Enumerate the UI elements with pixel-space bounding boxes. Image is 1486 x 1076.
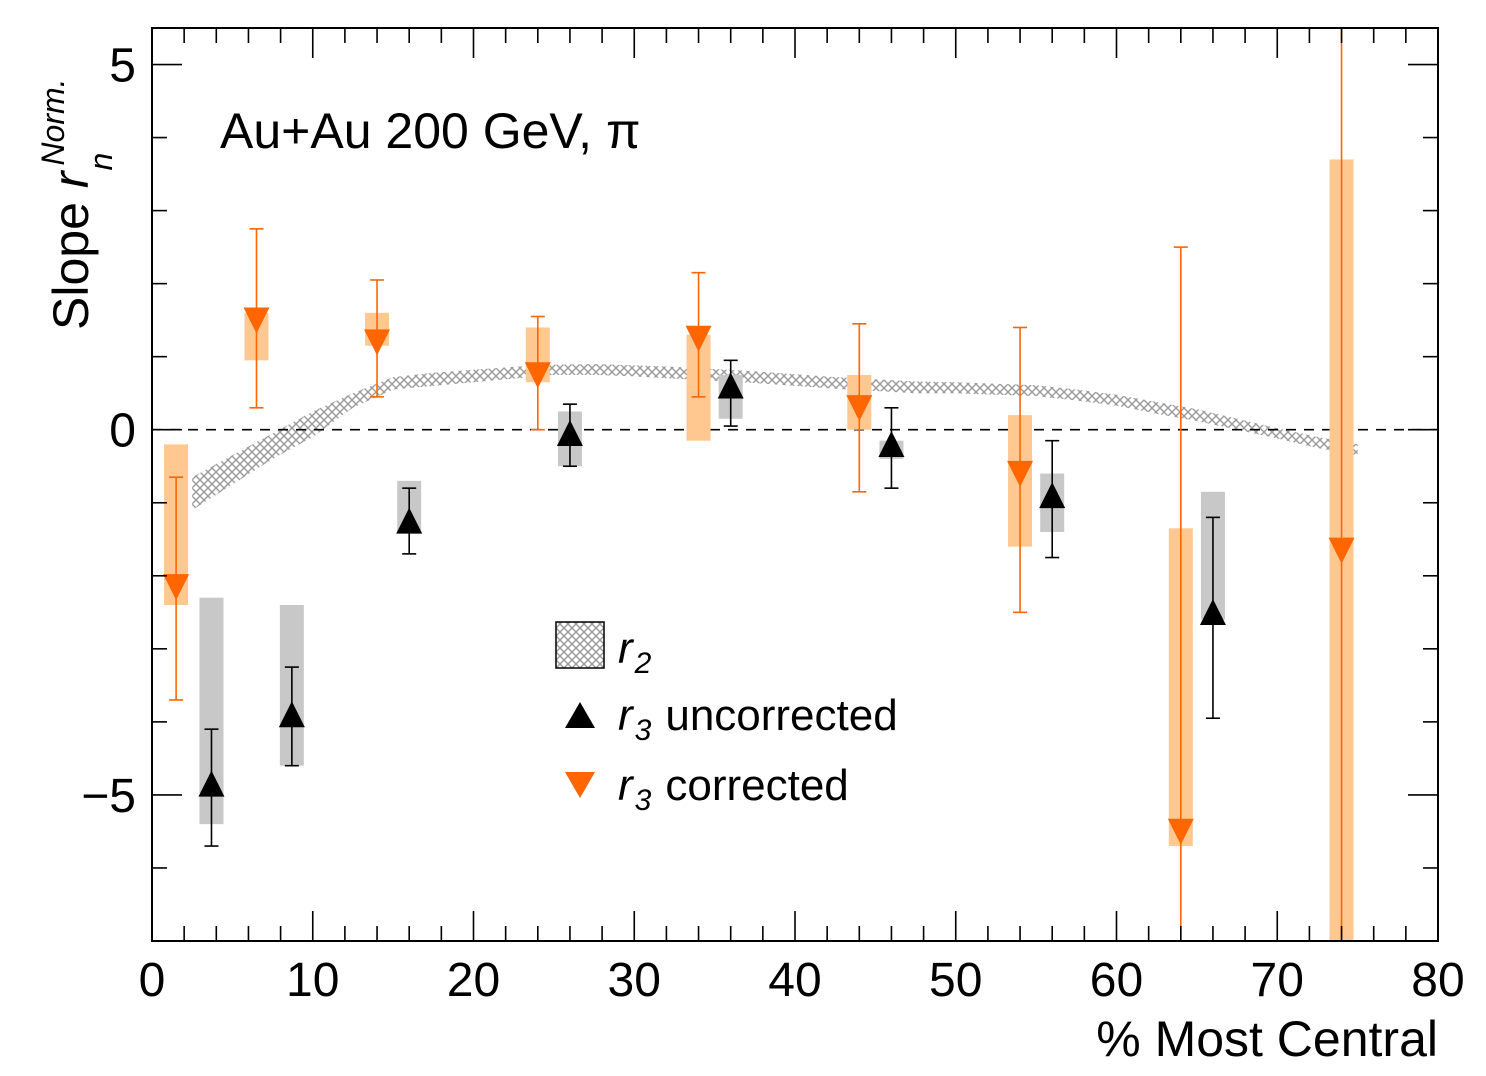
legend-uncorrected-subscript: 3 xyxy=(635,714,652,747)
uncorrected-marker xyxy=(556,420,583,447)
r2-band xyxy=(192,364,1358,511)
legend-r2-swatch xyxy=(555,621,605,669)
y-axis-label-subscript: n xyxy=(83,153,119,171)
x-tick-label: 50 xyxy=(929,954,982,1007)
x-tick-label: 40 xyxy=(768,954,821,1007)
corrected-marker xyxy=(524,362,551,389)
legend-corrected-marker xyxy=(565,772,595,798)
legend-uncorrected-marker xyxy=(565,702,595,728)
corrected-marker xyxy=(364,329,391,356)
y-axis-label: Slope r Norm. n xyxy=(35,78,119,330)
x-tick-label: 10 xyxy=(286,954,339,1007)
corrected-marker xyxy=(1328,537,1355,564)
y-tick-labels: 5 0 −5 xyxy=(81,40,136,823)
corrected-marker xyxy=(243,307,270,334)
legend-corrected-subscript: 3 xyxy=(635,784,652,817)
uncorrected-marker xyxy=(717,372,744,399)
uncorrected-marker xyxy=(1039,482,1066,509)
uncorrected-marker xyxy=(1199,598,1226,625)
x-axis-label: % Most Central xyxy=(1096,1011,1438,1067)
y-tick-label: 5 xyxy=(109,40,136,93)
x-tick-label: 0 xyxy=(139,954,166,1007)
corrected-marker xyxy=(846,395,873,422)
x-tick-label: 80 xyxy=(1411,954,1464,1007)
corrected-marker xyxy=(163,574,190,601)
r2-band-layer xyxy=(192,364,1358,511)
legend-corrected-symbol: r xyxy=(618,761,635,810)
legend: r2 r3 uncorrected r3 corrected xyxy=(555,621,898,817)
y-axis-label-prefix: Slope xyxy=(43,188,99,330)
y-axis-label-superscript: Norm. xyxy=(35,78,71,165)
legend-r2-label: r2 xyxy=(618,624,652,680)
x-tick-label: 30 xyxy=(608,954,661,1007)
legend-corrected-text: corrected xyxy=(665,761,848,810)
x-tick-label: 60 xyxy=(1090,954,1143,1007)
uncorrected-marker xyxy=(198,770,225,797)
x-tick-label: 20 xyxy=(447,954,500,1007)
y-tick-label: 0 xyxy=(109,405,136,458)
uncorrected-marker xyxy=(278,701,305,728)
uncorrected-marker xyxy=(396,507,423,534)
markers-layer xyxy=(163,307,1355,845)
legend-uncorrected-text: uncorrected xyxy=(665,691,897,740)
legend-r2-subscript: 2 xyxy=(634,647,652,680)
y-axis-label-symbol: r xyxy=(43,169,99,188)
y-tick-label: −5 xyxy=(81,770,136,823)
legend-corrected-label: r3 corrected xyxy=(618,761,849,817)
legend-uncorrected-symbol: r xyxy=(618,691,635,740)
uncorrected-marker xyxy=(878,430,905,457)
corrected-marker xyxy=(1007,460,1034,487)
corrected-marker xyxy=(685,325,712,352)
x-tick-labels: 0 10 20 30 40 50 60 70 80 xyxy=(139,954,1465,1007)
legend-uncorrected-label: r3 uncorrected xyxy=(618,691,898,747)
annotation-text: Au+Au 200 GeV, π xyxy=(220,103,640,159)
x-tick-label: 70 xyxy=(1251,954,1304,1007)
legend-r2-symbol: r xyxy=(618,624,635,673)
axis-ticks xyxy=(151,28,1439,942)
corrected-marker xyxy=(1167,818,1194,845)
